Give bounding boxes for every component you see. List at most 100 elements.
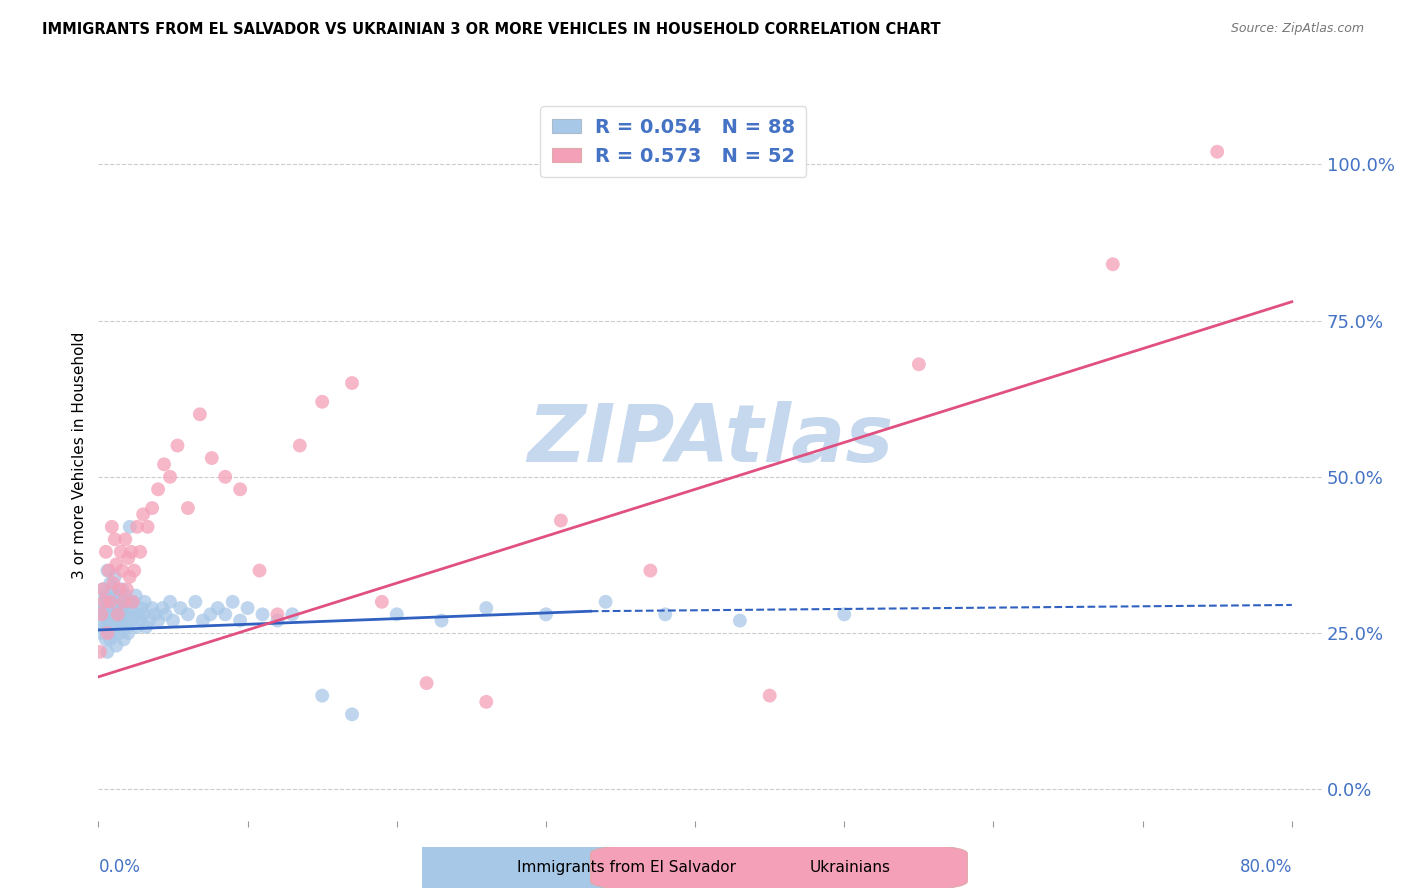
Point	[201, 451, 224, 466]
Point	[107, 607, 129, 622]
Point	[138, 614, 160, 628]
Point	[90, 607, 112, 622]
Point	[104, 595, 127, 609]
Point	[169, 601, 191, 615]
Point	[136, 520, 159, 534]
Point	[159, 595, 181, 609]
Text: IMMIGRANTS FROM EL SALVADOR VS UKRAINIAN 3 OR MORE VEHICLES IN HOUSEHOLD CORRELA: IMMIGRANTS FROM EL SALVADOR VS UKRAINIAN…	[42, 22, 941, 37]
Point	[115, 620, 138, 634]
Point	[121, 595, 143, 609]
Point	[129, 545, 152, 559]
Point	[1206, 145, 1229, 159]
Point	[104, 620, 127, 634]
Point	[93, 595, 115, 609]
Point	[114, 607, 136, 622]
Point	[475, 601, 498, 615]
Point	[105, 558, 128, 572]
Point	[90, 595, 112, 609]
Point	[595, 595, 617, 609]
Point	[98, 595, 121, 609]
Point	[115, 582, 138, 597]
Point	[640, 564, 662, 578]
Text: Source: ZipAtlas.com: Source: ZipAtlas.com	[1230, 22, 1364, 36]
Point	[91, 582, 114, 597]
FancyBboxPatch shape	[591, 841, 967, 892]
Point	[98, 632, 121, 647]
Point	[159, 470, 181, 484]
Point	[91, 614, 114, 628]
Point	[221, 595, 243, 609]
Point	[122, 607, 145, 622]
Point	[104, 533, 127, 547]
Point	[96, 645, 118, 659]
Point	[117, 551, 139, 566]
Point	[107, 589, 129, 603]
Point	[96, 607, 118, 622]
Point	[415, 676, 437, 690]
Point	[89, 645, 111, 659]
Point	[146, 614, 169, 628]
Point	[111, 620, 134, 634]
Point	[101, 520, 124, 534]
Text: 0.0%: 0.0%	[98, 858, 141, 876]
Point	[127, 620, 149, 634]
Point	[97, 620, 120, 634]
Point	[475, 695, 498, 709]
Point	[127, 520, 149, 534]
Point	[105, 601, 128, 615]
Point	[1101, 257, 1123, 271]
Point	[141, 601, 163, 615]
Point	[132, 607, 155, 622]
Point	[125, 589, 148, 603]
Point	[654, 607, 676, 622]
Point	[97, 564, 120, 578]
Point	[550, 514, 572, 528]
Point	[114, 589, 136, 603]
Point	[94, 545, 117, 559]
Point	[90, 626, 112, 640]
Point	[110, 614, 132, 628]
Text: 80.0%: 80.0%	[1240, 858, 1292, 876]
Point	[249, 564, 271, 578]
Point	[162, 614, 184, 628]
Point	[430, 614, 453, 628]
Point	[153, 458, 176, 472]
Point	[103, 607, 125, 622]
Point	[120, 614, 142, 628]
Point	[129, 614, 152, 628]
Point	[134, 595, 156, 609]
Point	[118, 570, 141, 584]
Point	[97, 595, 120, 609]
Point	[91, 582, 114, 597]
Point	[120, 601, 142, 615]
Point	[101, 589, 124, 603]
Point	[177, 501, 200, 516]
Point	[103, 614, 125, 628]
Text: ZIPAtlas: ZIPAtlas	[527, 401, 893, 479]
Point	[111, 564, 134, 578]
Point	[132, 508, 155, 522]
Point	[229, 483, 252, 497]
Point	[103, 582, 125, 597]
Point	[236, 601, 259, 615]
Legend: R = 0.054   N = 88, R = 0.573   N = 52: R = 0.054 N = 88, R = 0.573 N = 52	[540, 106, 807, 178]
Point	[229, 614, 252, 628]
Point	[728, 614, 751, 628]
Point	[121, 595, 143, 609]
Point	[141, 501, 163, 516]
Point	[114, 533, 136, 547]
Point	[108, 626, 131, 640]
Point	[122, 564, 145, 578]
Point	[96, 626, 118, 640]
Y-axis label: 3 or more Vehicles in Household: 3 or more Vehicles in Household	[72, 331, 87, 579]
Point	[188, 407, 211, 421]
Point	[97, 614, 120, 628]
Point	[152, 601, 174, 615]
Point	[131, 601, 153, 615]
Point	[191, 614, 214, 628]
Point	[281, 607, 304, 622]
Point	[311, 689, 333, 703]
Point	[128, 607, 150, 622]
Point	[93, 620, 115, 634]
Point	[155, 607, 177, 622]
